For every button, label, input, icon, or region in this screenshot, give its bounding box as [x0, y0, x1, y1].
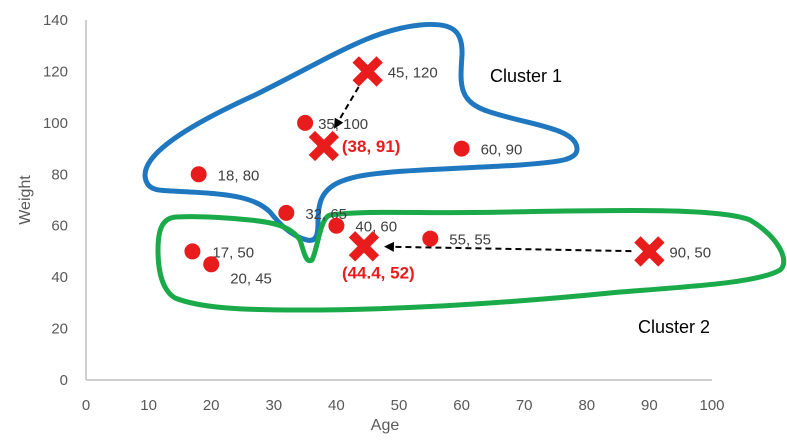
new-centroid-label: (44.4, 52): [342, 263, 415, 282]
y-tick-label: 60: [51, 218, 68, 235]
data-point-label: 55, 55: [449, 232, 491, 249]
cluster-1-outline: [142, 21, 580, 243]
data-point-label: 17, 50: [212, 244, 254, 261]
x-tick-label: 20: [203, 397, 220, 414]
y-tick-label: 120: [43, 63, 68, 80]
x-tick-label: 0: [82, 397, 90, 414]
centroid-move-arrows: [334, 86, 632, 253]
x-tick-label: 70: [516, 397, 533, 414]
data-point-label: 35, 100: [318, 116, 368, 133]
x-tick-label: 10: [140, 397, 157, 414]
data-point-label: 18, 80: [218, 167, 260, 184]
centroid-move-arrow: [383, 241, 632, 253]
data-point-label: 60, 90: [481, 142, 523, 159]
data-point: [184, 243, 201, 260]
data-point: [297, 114, 314, 131]
y-tick-label: 40: [51, 269, 68, 286]
new-centroid-label: (38, 91): [342, 137, 401, 156]
x-tick-label: 40: [328, 397, 345, 414]
y-tick-label: 0: [60, 372, 68, 389]
cluster-2-label: Cluster 2: [638, 317, 710, 337]
x-tick-label: 80: [578, 397, 595, 414]
old-centroid-label: 90, 50: [669, 244, 711, 261]
x-tick-label: 50: [391, 397, 408, 414]
old-centroid-marker: [634, 236, 665, 267]
x-tick-label: 100: [699, 397, 724, 414]
centroids: 45, 120 90, 50 (38, 91) (44.4, 52): [308, 56, 711, 282]
centroid-move-arrow: [334, 86, 360, 129]
y-tick-label: 80: [51, 166, 68, 183]
data-point-label: 20, 45: [230, 270, 272, 287]
y-tick-label: 140: [43, 12, 68, 29]
data-point: [328, 217, 345, 234]
cluster-2-outline: [155, 207, 787, 313]
x-tick-label: 90: [641, 397, 658, 414]
y-tick-label: 20: [51, 321, 68, 338]
data-point: [422, 230, 439, 247]
x-axis-title: Age: [371, 417, 400, 434]
data-point: [203, 256, 220, 273]
cluster-1-label: Cluster 1: [490, 66, 562, 86]
y-tick-label: 100: [43, 115, 68, 132]
new-centroid-marker: [348, 231, 380, 262]
data-point-label: 40, 60: [355, 219, 397, 236]
x-tick-labels: 0 10 20 30 40 50 60 70 80 90 100: [82, 397, 725, 414]
data-point: [453, 140, 470, 157]
old-centroid-marker: [352, 56, 383, 87]
y-axis-title: Weight: [17, 175, 34, 225]
old-centroid-label: 45, 120: [388, 64, 438, 81]
data-point: [190, 166, 207, 183]
data-point: [278, 204, 295, 221]
x-tick-label: 30: [265, 397, 282, 414]
x-tick-label: 60: [453, 397, 470, 414]
new-centroid-marker: [308, 130, 340, 162]
y-tick-labels: 0 20 40 60 80 100 120 140: [43, 12, 68, 389]
